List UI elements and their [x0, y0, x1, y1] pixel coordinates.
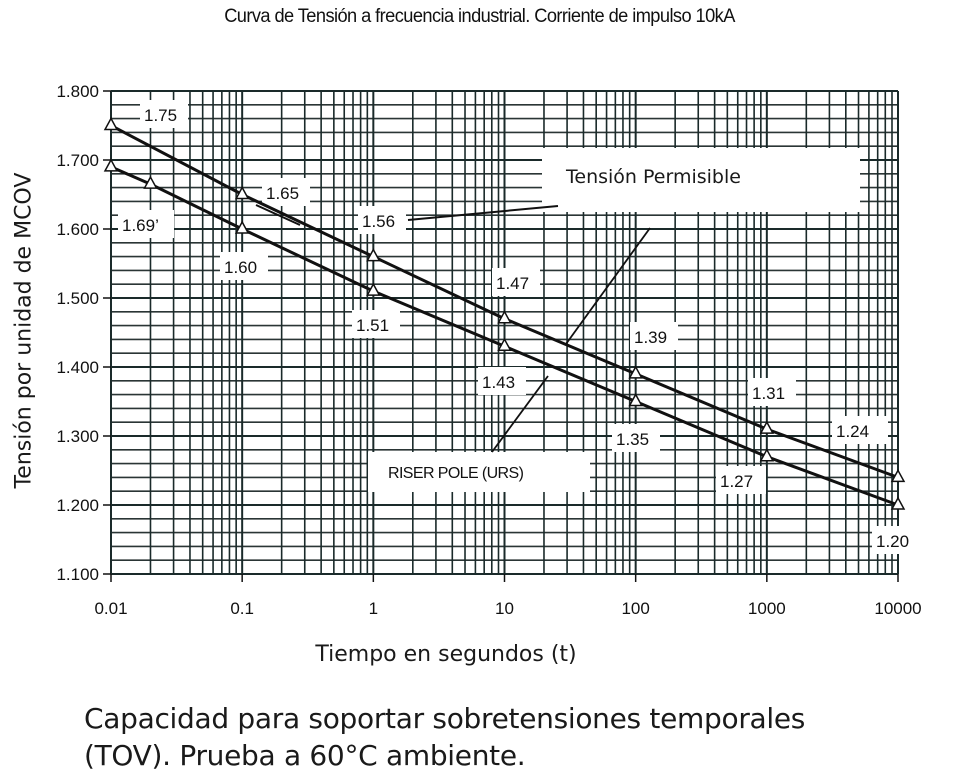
svg-text:1.69’: 1.69’ [122, 216, 159, 235]
svg-text:10: 10 [495, 599, 514, 618]
label-boxes [118, 100, 928, 554]
svg-text:RISER POLE (URS): RISER POLE (URS) [388, 465, 524, 482]
svg-text:1.35: 1.35 [616, 430, 649, 449]
svg-text:1.20: 1.20 [876, 532, 909, 551]
svg-text:1.47: 1.47 [496, 274, 529, 293]
x-axis-label: Tiempo en segundos (t) [315, 642, 577, 667]
svg-text:1.200: 1.200 [56, 496, 99, 515]
svg-text:1.800: 1.800 [56, 82, 99, 101]
svg-text:1.43: 1.43 [482, 373, 515, 392]
svg-text:1.24: 1.24 [836, 422, 869, 441]
chart-title: Curva de Tensión a frecuencia industrial… [224, 6, 735, 27]
legend-annotations: Tensión Permisible RISER POLE (URS) [255, 166, 741, 482]
series-lines [103, 116, 906, 510]
svg-text:1.27: 1.27 [720, 472, 753, 491]
svg-text:100: 100 [621, 599, 649, 618]
svg-text:1.400: 1.400 [56, 358, 99, 377]
svg-text:1.700: 1.700 [56, 151, 99, 170]
x-axis-ticks: 0.01 0.1 1 10 100 1000 10000 [94, 574, 922, 618]
chart-plot: 1.800 1.700 1.600 1.500 1.400 1.300 1.200 1.100… [56, 82, 928, 618]
y-axis-label: Tensión por unidad de MCOV [11, 172, 37, 489]
svg-text:1.100: 1.100 [56, 565, 99, 584]
point-labels: 1.75 1.65 1.56 1.47 1.39 1.31 1.24 1.69’ 1.60 1.5… [122, 106, 909, 551]
svg-text:1000: 1000 [748, 599, 786, 618]
svg-text:Tensión Permisible: Tensión Permisible [565, 166, 741, 188]
y-axis-ticks: 1.800 1.700 1.600 1.500 1.400 1.300 1.200 1.100 [56, 82, 111, 584]
caption-line-2: (TOV). Prueba a 60°C ambiente. [84, 739, 526, 772]
svg-text:1.31: 1.31 [752, 384, 785, 403]
svg-text:0.01: 0.01 [94, 599, 127, 618]
svg-text:1.39: 1.39 [634, 328, 667, 347]
svg-text:1.51: 1.51 [356, 316, 389, 335]
figure-caption: Capacidad para soportar sobretensiones t… [84, 700, 944, 774]
svg-text:1.600: 1.600 [56, 220, 99, 239]
svg-text:10000: 10000 [874, 599, 921, 618]
svg-text:1.65: 1.65 [266, 184, 299, 203]
svg-text:1.60: 1.60 [224, 258, 257, 277]
svg-text:1.300: 1.300 [56, 427, 99, 446]
svg-text:1.500: 1.500 [56, 289, 99, 308]
caption-line-1: Capacidad para soportar sobretensiones t… [84, 702, 806, 735]
svg-text:1: 1 [369, 599, 378, 618]
svg-text:1.75: 1.75 [144, 106, 177, 125]
svg-text:0.1: 0.1 [230, 599, 254, 618]
svg-text:1.56: 1.56 [362, 212, 395, 231]
